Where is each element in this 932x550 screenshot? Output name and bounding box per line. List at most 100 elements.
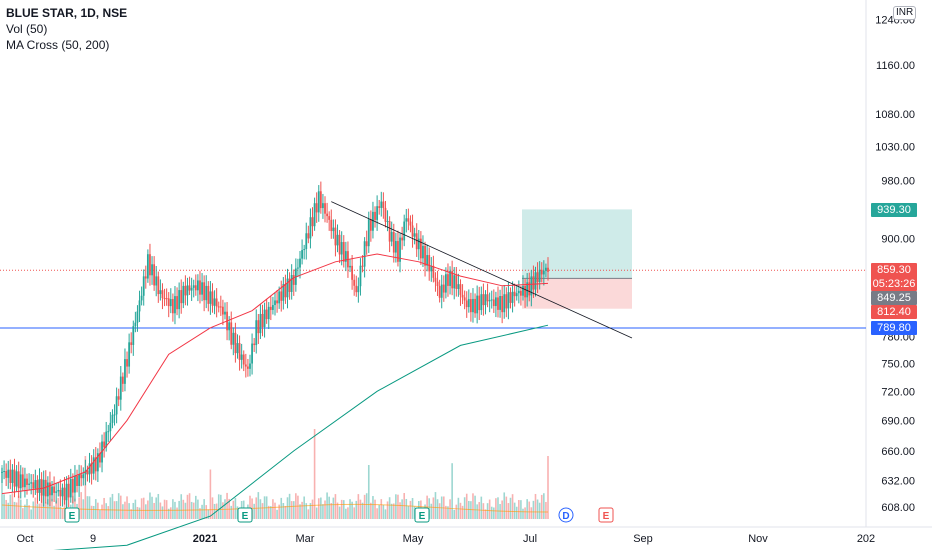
candle-body [526, 282, 529, 298]
candle-body [96, 453, 99, 472]
volume-bar [26, 499, 28, 519]
volume-bar [497, 497, 499, 519]
candle-body [228, 322, 231, 331]
volume-bar [286, 497, 289, 519]
volume-bar [455, 504, 458, 519]
candle-body [24, 478, 26, 488]
volume-bar [107, 506, 110, 519]
candle-body [57, 490, 60, 492]
volume-bar [201, 504, 203, 519]
candle-body [192, 285, 195, 288]
candle-body [530, 276, 533, 296]
candle-body [7, 469, 10, 478]
volume-bar [278, 504, 280, 519]
volume-bar [13, 501, 16, 519]
volume-bar [165, 500, 168, 519]
volume-bar [276, 509, 278, 519]
candle-body [149, 254, 151, 276]
candle-body [474, 298, 476, 314]
candle-body [107, 431, 110, 433]
price-tick-label: 1080.00 [875, 109, 915, 121]
candle-body [71, 478, 74, 493]
volume-bar [495, 498, 497, 519]
price-tick-label: 608.00 [881, 502, 915, 514]
price-tick-label: 1160.00 [876, 60, 915, 72]
candle-body [286, 278, 289, 298]
candle-body [186, 285, 189, 296]
currency-badge[interactable]: INR [893, 6, 917, 20]
candle-body [424, 245, 426, 266]
candle-body [419, 238, 422, 259]
volume-bar [51, 498, 53, 519]
candle-body [51, 486, 53, 496]
symbol-title[interactable]: BLUE STAR, 1D, NSE [6, 6, 128, 20]
volume-bar [220, 494, 222, 519]
candle-body [174, 296, 176, 314]
volume-bar [149, 492, 151, 519]
candle-body [497, 297, 499, 310]
candle-body [19, 474, 22, 489]
volume-bar [119, 495, 122, 519]
volume-bar [476, 504, 478, 519]
candle-body [282, 283, 285, 301]
candle-body [334, 227, 337, 246]
earnings-marker [64, 507, 80, 523]
volume-bar [232, 500, 235, 519]
ma-cross-indicator-label[interactable]: MA Cross (50, 200) [6, 38, 110, 52]
volume-bar [380, 499, 383, 519]
candle-body [372, 211, 374, 231]
volume-bar [307, 509, 310, 519]
volume-bar [199, 508, 201, 519]
volume-bar [401, 499, 403, 519]
candle-body [428, 255, 431, 272]
candle-body [90, 463, 93, 474]
trendline [331, 201, 633, 339]
candle-body [384, 207, 387, 222]
volume-bar [374, 499, 376, 519]
candle-body [9, 469, 12, 483]
volume-bar [482, 503, 485, 519]
volume-bar [151, 496, 153, 519]
candle-body [155, 276, 158, 286]
candle-body [303, 249, 306, 251]
candle-body [363, 241, 366, 267]
volume-bar [97, 502, 99, 519]
candle-body [234, 332, 237, 354]
volume-bar [128, 503, 130, 519]
candle-body [163, 298, 166, 300]
volume-bar [253, 503, 255, 519]
candle-body [447, 274, 449, 286]
volume-bar [134, 499, 137, 519]
candle-body [376, 206, 379, 220]
candle-body [196, 280, 199, 291]
volume-bar [474, 495, 476, 519]
candle-body [422, 245, 424, 259]
volume-bar [451, 463, 453, 519]
candle-body [317, 191, 320, 213]
volume-bar [222, 502, 224, 519]
volume-bar [313, 429, 316, 519]
volume-bar [345, 508, 347, 519]
volume-bar [538, 502, 541, 519]
earnings-marker-label: E [419, 511, 426, 522]
volume-bar [461, 505, 464, 519]
volume-bar [36, 504, 39, 519]
volume-bar [322, 504, 324, 519]
candle-body [194, 285, 197, 291]
candle-body [161, 290, 164, 299]
volume-bar [524, 507, 526, 519]
candle-body [105, 431, 108, 448]
volume-indicator-label[interactable]: Vol (50) [6, 22, 48, 36]
volume-bar [390, 503, 393, 519]
volume-bar [336, 502, 339, 519]
volume-bar [315, 507, 318, 519]
volume-bar [38, 503, 41, 519]
volume-bar [182, 499, 185, 519]
volume-bar [203, 499, 205, 519]
volume-bar [5, 499, 7, 519]
candle-body [238, 343, 241, 360]
volume-bar [195, 495, 197, 519]
candle-body [176, 296, 178, 310]
candle-body [153, 264, 156, 286]
